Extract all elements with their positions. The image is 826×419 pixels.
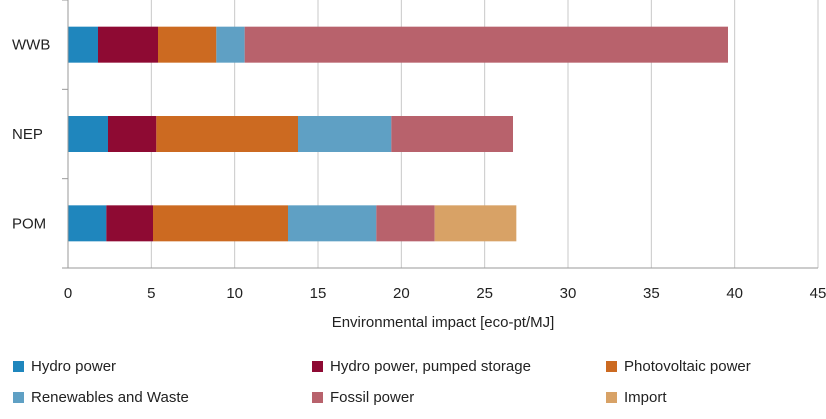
legend-label: Photovoltaic power [624,358,751,375]
bar-segment [244,26,728,63]
bar-segment [288,205,377,242]
y-tick-label: NEP [12,126,43,143]
bars [68,26,728,242]
legend-swatch [606,361,617,372]
bar-segment [68,26,98,63]
bar-segment [156,116,298,152]
x-tick-label: 15 [310,285,327,302]
bar-segment [376,205,435,242]
bar-segment [391,116,513,152]
bar-segment [298,116,392,152]
legend-item: Hydro power, pumped storage [312,358,531,375]
x-tick-label: 0 [64,285,72,302]
legend-label: Hydro power, pumped storage [330,358,531,375]
bar-segment [158,26,217,63]
x-tick-label: 5 [147,285,155,302]
legend-swatch [312,361,323,372]
legend-swatch [312,392,323,403]
legend-item: Import [606,389,667,406]
y-tick-label: WWB [12,37,50,54]
legend-swatch [13,392,24,403]
bar-segment [434,205,517,242]
x-tick-label: 35 [643,285,660,302]
legend-swatch [606,392,617,403]
legend-swatch [13,361,24,372]
legend-item: Hydro power [13,358,116,375]
x-tick-label: 20 [393,285,410,302]
bar-segment [108,116,157,152]
legend-item: Renewables and Waste [13,389,189,406]
bar-segment [153,205,288,242]
y-tick-label: POM [12,215,46,232]
x-tick-label: 30 [560,285,577,302]
legend-item: Fossil power [312,389,414,406]
bar-segment [106,205,153,242]
axes: 0 5 10 15 20 25 30 35 40 45 WWB NEP POM [12,0,826,302]
bar-segment [68,116,108,152]
bar-segment [216,26,245,63]
x-axis-label: Environmental impact [eco-pt/MJ] [332,314,555,331]
legend-label: Hydro power [31,358,117,375]
bar-segment [98,26,158,63]
legend-label: Fossil power [330,389,415,406]
x-tick-label: 10 [226,285,243,302]
legend-item: Photovoltaic power [606,358,751,375]
x-tick-label: 40 [726,285,743,302]
legend-label: Import [624,389,667,406]
x-tick-label: 25 [476,285,493,302]
legend-label: Renewables and Waste [31,389,189,406]
x-tick-label: 45 [810,285,826,302]
bar-segment [68,205,107,242]
